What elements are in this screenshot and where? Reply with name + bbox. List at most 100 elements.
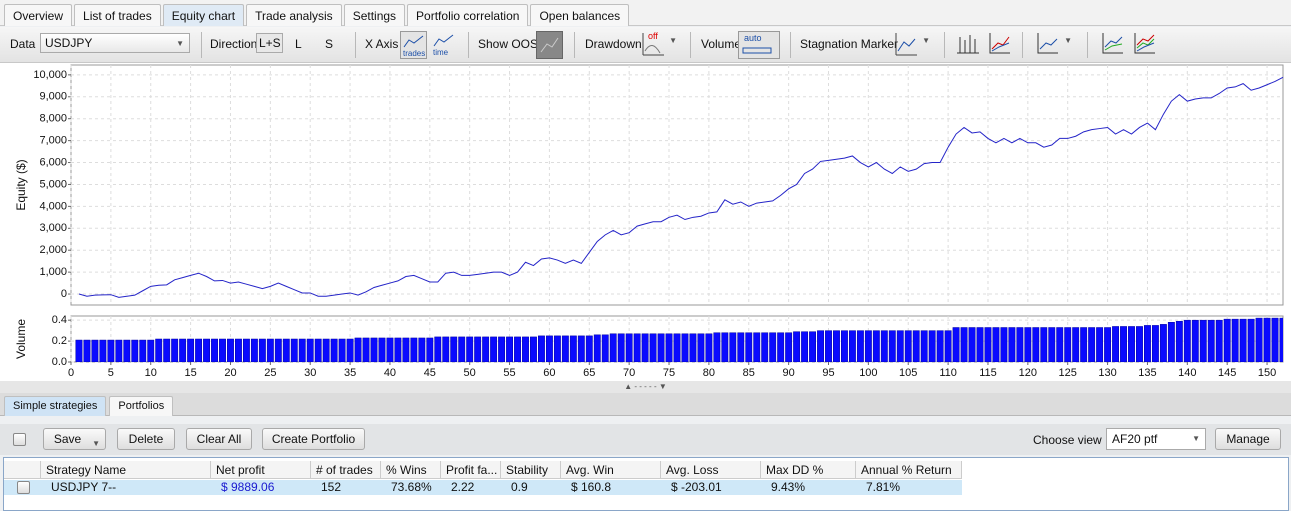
volume-bar — [737, 332, 745, 362]
x-axis-time[interactable]: time — [431, 31, 456, 57]
volume-bar — [657, 333, 665, 362]
volume-bar — [203, 338, 210, 362]
icon — [1134, 33, 1155, 54]
volume-bar — [649, 333, 657, 362]
volume-bar — [960, 327, 968, 362]
drawdown-select[interactable]: off — [640, 31, 682, 57]
volume-bar — [1016, 327, 1024, 362]
volume-bar — [418, 337, 426, 362]
column-header[interactable]: Avg. Loss — [661, 461, 761, 479]
volume-bar — [1112, 326, 1119, 362]
tab[interactable]: Overview — [4, 4, 73, 26]
volume-bar — [290, 338, 298, 362]
chart-button[interactable] — [1100, 31, 1125, 57]
clear-all-button[interactable]: Clear All — [186, 428, 252, 450]
delete-button[interactable]: Delete — [117, 428, 175, 450]
volume-bar — [235, 338, 242, 362]
tab[interactable]: Settings — [343, 4, 406, 26]
manage-button[interactable]: Manage — [1215, 428, 1281, 450]
tab[interactable]: Equity chart — [162, 4, 245, 26]
column-header[interactable]: % Wins — [381, 461, 441, 479]
table-cell: 0.9 — [501, 480, 561, 495]
direction-option[interactable]: S — [325, 37, 334, 51]
table-cell: USDJPY 7-- — [41, 480, 211, 495]
separator — [355, 32, 356, 58]
volume-bar — [928, 330, 936, 362]
volume-bar — [298, 338, 306, 362]
volume-bar — [1175, 320, 1183, 362]
chart-select[interactable] — [1035, 31, 1077, 57]
y-tick-label: 7,000 — [39, 135, 67, 147]
volume-bar — [769, 332, 777, 362]
volume-bar — [1231, 318, 1239, 362]
volume-bar — [107, 339, 115, 362]
drawdown-label: Drawdown — [585, 37, 642, 51]
chart-button[interactable] — [987, 31, 1012, 57]
volume-bar — [163, 338, 171, 362]
equity-chart: 0 1,000 2,000 3,000 4,000 5,000 6,000 7,000 8,00… — [0, 63, 1291, 381]
volume-bar — [1191, 319, 1199, 362]
column-header[interactable]: Max DD % — [761, 461, 856, 479]
volume-bar — [912, 330, 920, 362]
x-tick-label: 125 — [1059, 367, 1077, 379]
chart-button[interactable] — [1132, 31, 1157, 57]
volume-bar — [1104, 327, 1112, 362]
icon-label: time — [433, 48, 449, 57]
volume-bar — [681, 333, 689, 362]
save-button[interactable]: Save — [43, 428, 106, 454]
select-all-checkbox[interactable] — [13, 433, 26, 446]
y-tick-label: 8,000 — [39, 113, 67, 125]
y-tick-label: 0.0 — [52, 356, 67, 368]
volume-bar — [530, 336, 537, 362]
volume-bar — [75, 339, 83, 362]
x-tick-label: 20 — [224, 367, 236, 379]
icon — [1037, 33, 1058, 54]
column-header[interactable]: Avg. Win — [561, 461, 661, 479]
x-tick-label: 135 — [1138, 367, 1156, 379]
data-select[interactable]: USDJPY — [40, 33, 190, 53]
show-oos-toggle[interactable] — [536, 31, 563, 59]
volume-bar — [330, 338, 338, 362]
volume-bar — [665, 333, 673, 362]
volume-bar — [1056, 327, 1064, 362]
x-tick-label: 40 — [384, 367, 396, 379]
column-header[interactable]: Annual % Return — [856, 461, 962, 479]
direction-option[interactable]: L+S — [256, 33, 283, 53]
button-bar: Save Delete Clear All Create Portfolio C… — [0, 424, 1291, 455]
tab[interactable]: Trade analysis — [246, 4, 342, 26]
bars — [75, 317, 1283, 362]
stagnation-select[interactable] — [893, 31, 935, 57]
x-tick-label: 65 — [583, 367, 595, 379]
volume-bar — [250, 338, 258, 362]
volume-bar — [553, 335, 561, 362]
volume-bar — [848, 330, 856, 362]
volume-bar — [1215, 319, 1223, 362]
view-select[interactable]: AF20 ptf — [1106, 428, 1206, 450]
column-header[interactable]: Net profit — [211, 461, 311, 479]
volume-select[interactable]: auto — [738, 31, 780, 59]
tab[interactable]: Open balances — [530, 4, 630, 26]
table-cell: 9.43% — [761, 480, 856, 495]
volume-bar — [1032, 327, 1040, 362]
tab[interactable]: Simple strategies — [4, 396, 107, 416]
volume-bar — [147, 339, 155, 362]
splitter[interactable] — [0, 381, 1291, 393]
chart-button[interactable] — [955, 31, 980, 57]
tab[interactable]: List of trades — [74, 4, 161, 26]
volume-bar — [1144, 325, 1151, 362]
volume-bar — [992, 327, 1000, 362]
x-axis-trades[interactable]: trades — [400, 31, 427, 59]
icon-label: off — [648, 31, 658, 41]
column-header[interactable]: Strategy Name — [41, 461, 211, 479]
column-header[interactable]: # of trades — [311, 461, 381, 479]
volume-bar — [314, 338, 322, 362]
direction-label: Direction — [210, 37, 258, 51]
row-checkbox[interactable] — [17, 481, 30, 494]
column-header[interactable]: Profit fa... — [441, 461, 501, 479]
direction-option[interactable]: L — [295, 37, 302, 51]
tab[interactable]: Portfolio correlation — [407, 4, 529, 26]
column-header[interactable]: Stability — [501, 461, 561, 479]
tab[interactable]: Portfolios — [109, 396, 174, 416]
create-portfolio-button[interactable]: Create Portfolio — [262, 428, 365, 450]
